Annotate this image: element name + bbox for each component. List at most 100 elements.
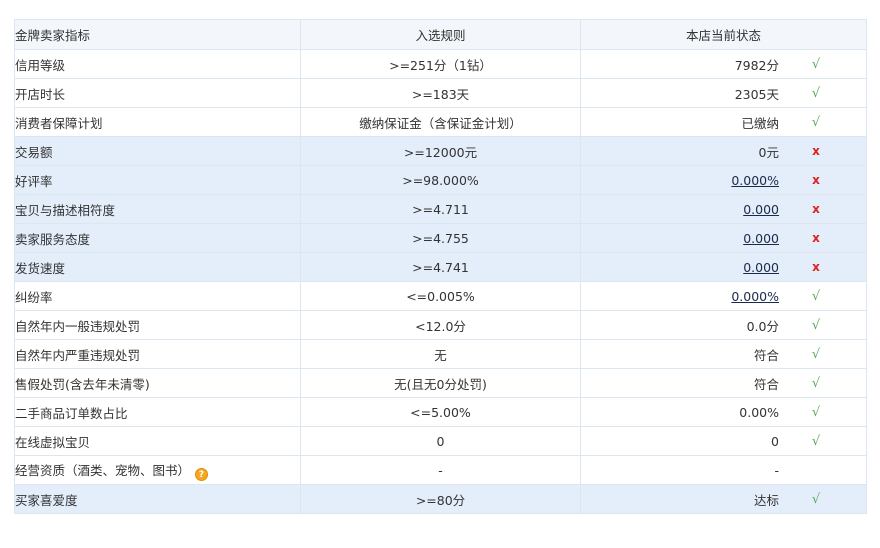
pass-check-icon: √ [811,317,821,333]
metric-name-cell: 开店时长 [14,78,301,108]
status-inner: 0.000% x [581,166,866,194]
metric-label: 自然年内严重违规处罚 [15,347,141,363]
pass-check-icon: √ [811,56,821,72]
pass-check-icon: √ [811,288,821,304]
rule-cell: >=80分 [300,484,581,514]
status-value: 0.00% [739,404,779,420]
rule-cell: >=98.000% [300,165,581,195]
metric-label: 卖家服务态度 [15,231,91,247]
metric-name-cell: 卖家服务态度 [14,223,301,253]
metric-label: 交易额 [15,144,53,160]
metric-name-cell: 买家喜爱度 [14,484,301,514]
rule-cell: 缴纳保证金（含保证金计划） [300,107,581,137]
column-header-status: 本店当前状态 [580,19,867,50]
rule-cell: >=4.741 [300,252,581,282]
column-header-metric: 金牌卖家指标 [14,19,301,50]
metric-label: 售假处罚(含去年未清零) [15,376,150,392]
pass-check-icon: √ [811,85,821,101]
metric-name-cell: 交易额 [14,136,301,166]
rule-cell: - [300,455,581,485]
table-row: 自然年内严重违规处罚 无 符合 √ [14,339,867,369]
table-row: 信用等级 >=251分（1钻） 7982分 √ [14,49,867,79]
status-value-link[interactable]: 0.000 [743,201,779,217]
status-cell: 0元 x [580,136,867,166]
status-inner: 0 √ [581,427,866,455]
status-value: 符合 [753,376,779,392]
table-row: 好评率 >=98.000% 0.000% x [14,165,867,195]
status-value: 符合 [753,347,779,363]
fail-cross-icon: x [812,231,820,245]
metric-name-cell: 经营资质（酒类、宠物、图书）? [14,455,301,485]
pass-check-icon: √ [811,346,821,362]
rule-cell: <12.0分 [300,310,581,340]
table-row: 自然年内一般违规处罚 <12.0分 0.0分 √ [14,310,867,340]
help-icon[interactable]: ? [195,467,209,481]
metric-label: 经营资质（酒类、宠物、图书） [15,462,191,478]
metric-name-cell: 自然年内严重违规处罚 [14,339,301,369]
status-cell: 0.0分 √ [580,310,867,340]
status-value: 达标 [753,492,779,508]
status-value: 已缴纳 [741,115,779,131]
pass-check-icon: √ [811,375,821,391]
table-row: 经营资质（酒类、宠物、图书）? - - [14,455,867,485]
rule-cell: >=4.755 [300,223,581,253]
rule-cell: >=251分（1钻） [300,49,581,79]
metric-label: 宝贝与描述相符度 [15,202,116,218]
metric-label: 信用等级 [15,57,66,73]
status-cell: 7982分 √ [580,49,867,79]
status-value: 0 [771,433,779,449]
rule-cell: 无(且无0分处罚) [300,368,581,398]
table-row: 卖家服务态度 >=4.755 0.000 x [14,223,867,253]
status-inner: 7982分 √ [581,50,866,78]
metric-label: 消费者保障计划 [15,115,103,131]
status-inner: 0元 x [581,137,866,165]
table-row: 发货速度 >=4.741 0.000 x [14,252,867,282]
status-cell: 0.000 x [580,194,867,224]
status-inner: 符合 √ [581,369,866,397]
status-cell: - [580,455,867,485]
status-inner: 2305天 √ [581,79,866,107]
column-header-rule: 入选规则 [300,19,581,50]
metric-label: 买家喜爱度 [15,492,78,508]
status-cell: 2305天 √ [580,78,867,108]
fail-cross-icon: x [812,260,820,274]
status-value: 2305天 [734,86,779,102]
table-header-row: 金牌卖家指标 入选规则 本店当前状态 [14,19,867,50]
status-value: - [774,462,779,478]
status-value-link[interactable]: 0.000% [731,288,779,304]
rule-cell: 无 [300,339,581,369]
metric-label: 纠纷率 [15,289,53,305]
status-inner: 0.000 x [581,195,866,223]
table-row: 宝贝与描述相符度 >=4.711 0.000 x [14,194,867,224]
status-cell: 0.000% x [580,165,867,195]
status-inner: 达标 √ [581,485,866,513]
status-inner: 0.000% √ [581,282,866,310]
rule-cell: >=12000元 [300,136,581,166]
pass-check-icon: √ [811,114,821,130]
metric-label: 开店时长 [15,86,66,102]
metric-name-cell: 发货速度 [14,252,301,282]
status-inner: 0.00% √ [581,398,866,426]
metric-label: 在线虚拟宝贝 [15,434,91,450]
gold-seller-metrics-panel: 金牌卖家指标 入选规则 本店当前状态 信用等级 >=251分（1钻） 7982分 √ 开… [14,19,867,514]
status-inner: 已缴纳 √ [581,108,866,136]
metric-name-cell: 售假处罚(含去年未清零) [14,368,301,398]
fail-cross-icon: x [812,173,820,187]
metric-name-cell: 自然年内一般违规处罚 [14,310,301,340]
status-value-link[interactable]: 0.000 [743,259,779,275]
rule-cell: 0 [300,426,581,456]
metric-name-cell: 消费者保障计划 [14,107,301,137]
metric-name-cell: 宝贝与描述相符度 [14,194,301,224]
status-cell: 0 √ [580,426,867,456]
status-inner: 0.000 x [581,253,866,281]
status-value-link[interactable]: 0.000% [731,172,779,188]
metric-name-cell: 好评率 [14,165,301,195]
status-value: 7982分 [734,57,779,73]
metric-label: 二手商品订单数占比 [15,405,128,421]
rule-cell: >=4.711 [300,194,581,224]
status-cell: 符合 √ [580,368,867,398]
status-cell: 已缴纳 √ [580,107,867,137]
table-row: 交易额 >=12000元 0元 x [14,136,867,166]
status-value-link[interactable]: 0.000 [743,230,779,246]
metric-label: 发货速度 [15,260,66,276]
